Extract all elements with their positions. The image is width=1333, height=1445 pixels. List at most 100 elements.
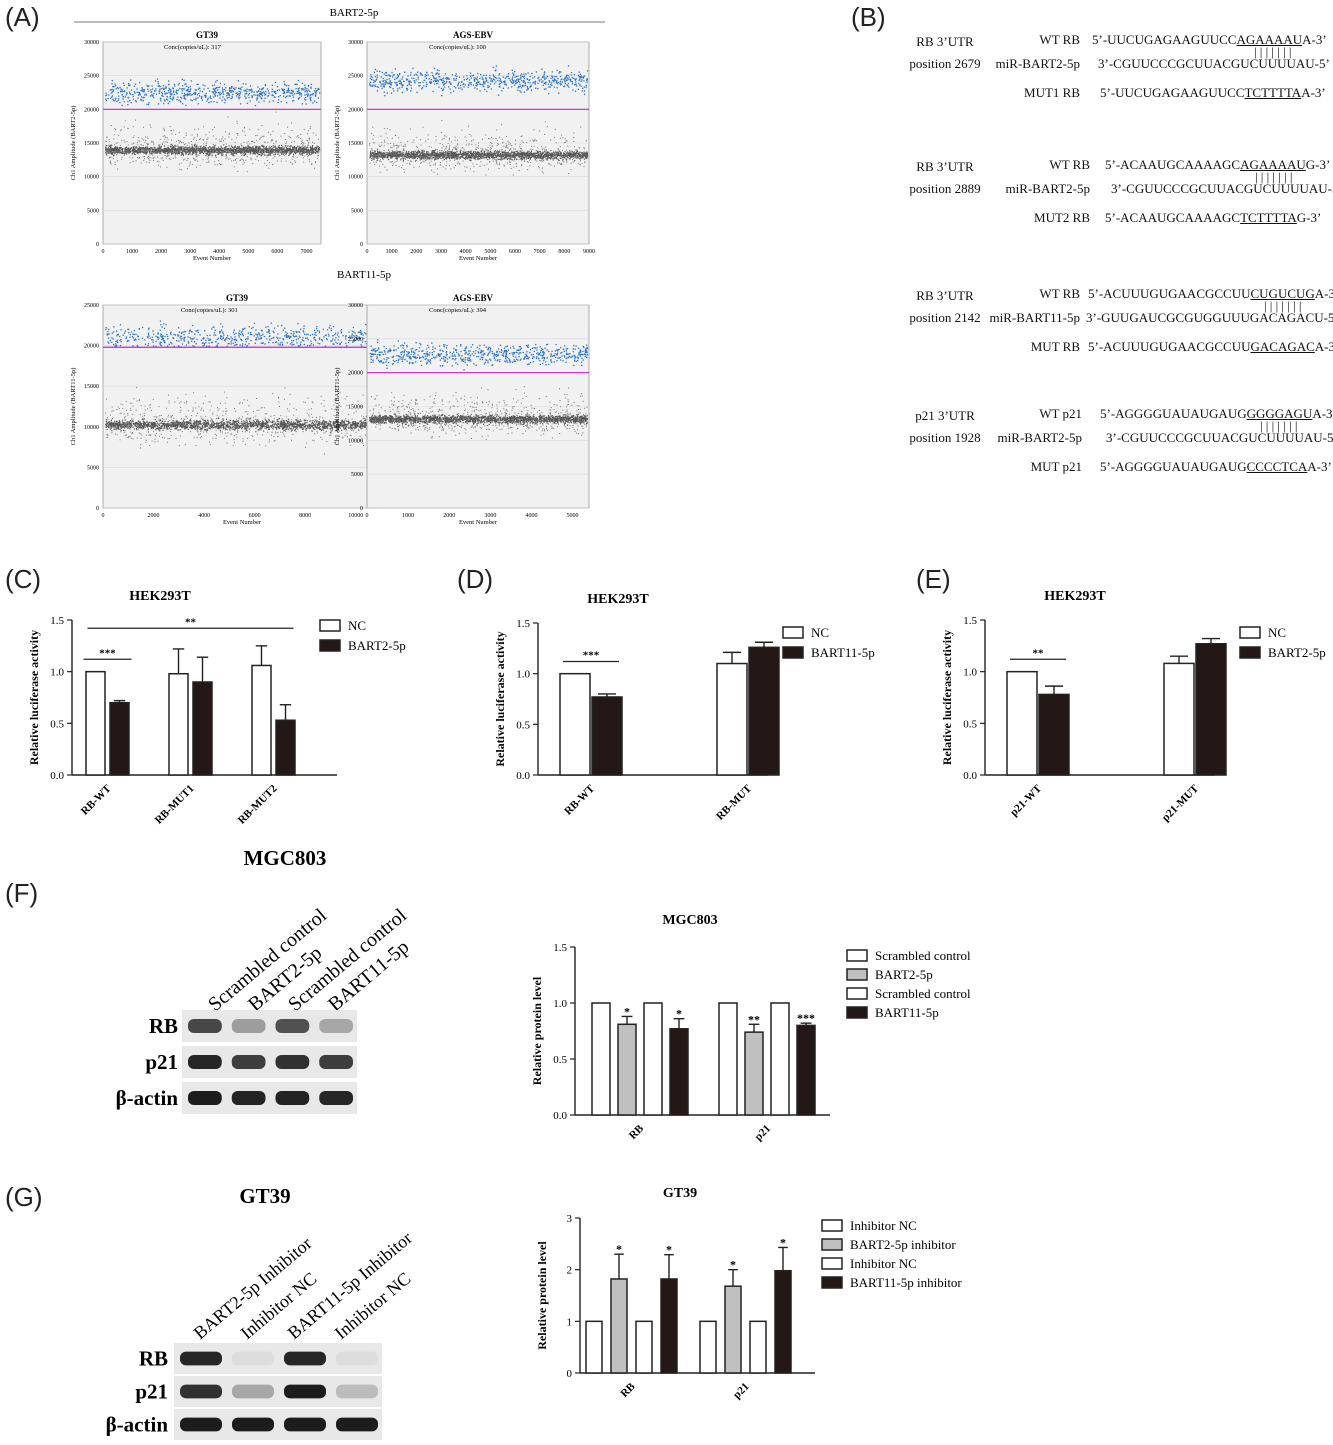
sequence-row-label: MUT1 RB — [960, 85, 1080, 101]
ddpcr-ytick-label: 15000 — [348, 141, 363, 147]
blot-band — [284, 1352, 326, 1366]
sequence-part: A-3’ — [1302, 32, 1327, 47]
ddpcr-ytick-label: 30000 — [348, 303, 363, 309]
bar — [750, 1321, 766, 1373]
sequence-part: 3’-CGUUCCCGCUUACGUCUUUUAU-5’ — [1106, 430, 1333, 445]
bar — [745, 1032, 763, 1115]
x-tick-label: RB-WT — [562, 782, 597, 817]
legend-label: BART11-5p — [875, 1005, 939, 1020]
bar — [611, 1279, 627, 1373]
bar — [661, 1279, 677, 1373]
x-tick-label: RB-MUT2 — [236, 782, 280, 826]
blot-band — [232, 1385, 274, 1399]
sequence-part: 3’-CGUUCCCGCUUACGUCUUUUAU-5’ — [1111, 181, 1333, 196]
legend-label: BART11-5p inhibitor — [850, 1275, 962, 1290]
bar — [110, 703, 129, 775]
bar — [717, 664, 747, 775]
legend-label: BART2-5p inhibitor — [850, 1237, 956, 1252]
sequence-row-label: WT RB — [970, 157, 1090, 173]
sequence-part: G-3’ — [1297, 210, 1322, 225]
legend-label: BART2-5p — [1268, 645, 1326, 660]
bar — [1196, 644, 1226, 775]
sequence-part: 5’-ACAAUGCAAAAGC — [1105, 210, 1240, 225]
ddpcr-ytick-label: 5000 — [87, 208, 99, 214]
sequence-part: G-3’ — [1306, 157, 1331, 172]
ddpcr-plot-title: GT39 — [226, 293, 249, 303]
blot-row-label: p21 — [135, 1380, 168, 1404]
blot-title: GT39 — [239, 1184, 290, 1208]
sequence-row-label: WT RB — [960, 286, 1080, 302]
significance-label: * — [676, 1007, 682, 1021]
legend-swatch — [320, 620, 340, 631]
blot-band — [232, 1055, 266, 1069]
sequence-part: 5’-AGGGGUAUAUGAUG — [1100, 459, 1247, 474]
ddpcr-xtick-label: 2000 — [443, 513, 455, 519]
bar — [775, 1271, 791, 1373]
legend-label: Scrambled control — [875, 986, 971, 1001]
sequence-text: 3’-CGUUCCCGCUUACGUCUUUUAU-5’ — [1111, 181, 1333, 197]
blot-band — [319, 1055, 353, 1069]
sequence-part: 3’-CGUUCCCGCUUACGUCUUUUAU-5’ — [1098, 56, 1330, 71]
significance-label: *** — [583, 650, 600, 662]
bar — [618, 1024, 636, 1115]
ddpcr-ytick-label: 0 — [96, 506, 99, 512]
sequence-row-label: MUT2 RB — [970, 210, 1090, 226]
x-tick-label: RB — [627, 1122, 647, 1142]
chart-title: MGC803 — [662, 913, 717, 928]
y-tick-label: 2 — [567, 1265, 573, 1277]
legend-swatch — [847, 988, 867, 999]
bar — [586, 1321, 602, 1373]
ddpcr-xtick-label: 4000 — [198, 513, 210, 519]
ddpcr-xtick-label: 3000 — [435, 249, 447, 255]
ddpcr-ytick-label: 20000 — [348, 371, 363, 377]
ddpcr-xtick-label: 7000 — [300, 249, 312, 255]
y-axis-label: Relative protein level — [535, 1241, 549, 1350]
bar — [252, 665, 271, 775]
ddpcr-xtick-label: 0 — [102, 249, 105, 255]
sequence-part: 5’-UUCUGAGAAGUUCC — [1092, 32, 1236, 47]
y-tick-label: 0.0 — [963, 770, 977, 782]
blot-band — [336, 1352, 378, 1366]
ddpcr-xtick-label: 1000 — [126, 249, 138, 255]
blot-band — [284, 1418, 326, 1432]
ddpcr-ytick-label: 15000 — [84, 384, 99, 390]
x-tick-label: p21 — [731, 1381, 752, 1402]
sequence-row-label: MUT p21 — [962, 459, 1082, 475]
ddpcr-conc-label: Conc(copies/uL): 394 — [429, 307, 487, 314]
legend-label: NC — [811, 625, 829, 640]
y-tick-label: 0 — [567, 1368, 573, 1380]
seed-region: TCTTTTA — [1244, 85, 1301, 100]
ddpcr-ytick-label: 20000 — [84, 344, 99, 350]
sequence-row-label: miR-BART2-5p — [970, 181, 1090, 197]
sequence-part: A-3’ — [1315, 286, 1333, 301]
ddpcr-xtick-label: 2000 — [410, 249, 422, 255]
y-tick-label: 0.0 — [516, 770, 530, 782]
blot-band — [336, 1418, 378, 1432]
significance-label: * — [780, 1235, 786, 1249]
significance-label: *** — [797, 1011, 815, 1025]
sequence-row-label: miR-BART11-5p — [960, 310, 1080, 326]
y-axis-label: Relative protein level — [530, 976, 544, 1085]
blot-band — [180, 1352, 222, 1366]
blot-band — [188, 1055, 222, 1069]
ddpcr-xtick-label: 8000 — [299, 513, 311, 519]
bar — [276, 720, 295, 775]
legend-swatch — [847, 950, 867, 961]
ddpcr-xtick-label: 0 — [366, 249, 369, 255]
seed-region: CCCCTCA — [1247, 459, 1308, 474]
ddpcr-xtick-label: 7000 — [534, 249, 546, 255]
legend-label: Scrambled control — [875, 948, 971, 963]
ddpcr-xtick-label: 2000 — [148, 513, 160, 519]
ddpcr-ylabel: Ch1 Amplitude (BART11-5p) — [334, 368, 341, 446]
y-tick-label: 1 — [567, 1316, 573, 1328]
panel-label-g: (G) — [5, 1182, 43, 1213]
ddpcr-ytick-label: 30000 — [348, 40, 363, 46]
ddpcr-xtick-label: 0 — [102, 513, 105, 519]
y-tick-label: 0.5 — [516, 719, 530, 731]
legend-swatch — [847, 969, 867, 980]
bar — [749, 647, 779, 775]
